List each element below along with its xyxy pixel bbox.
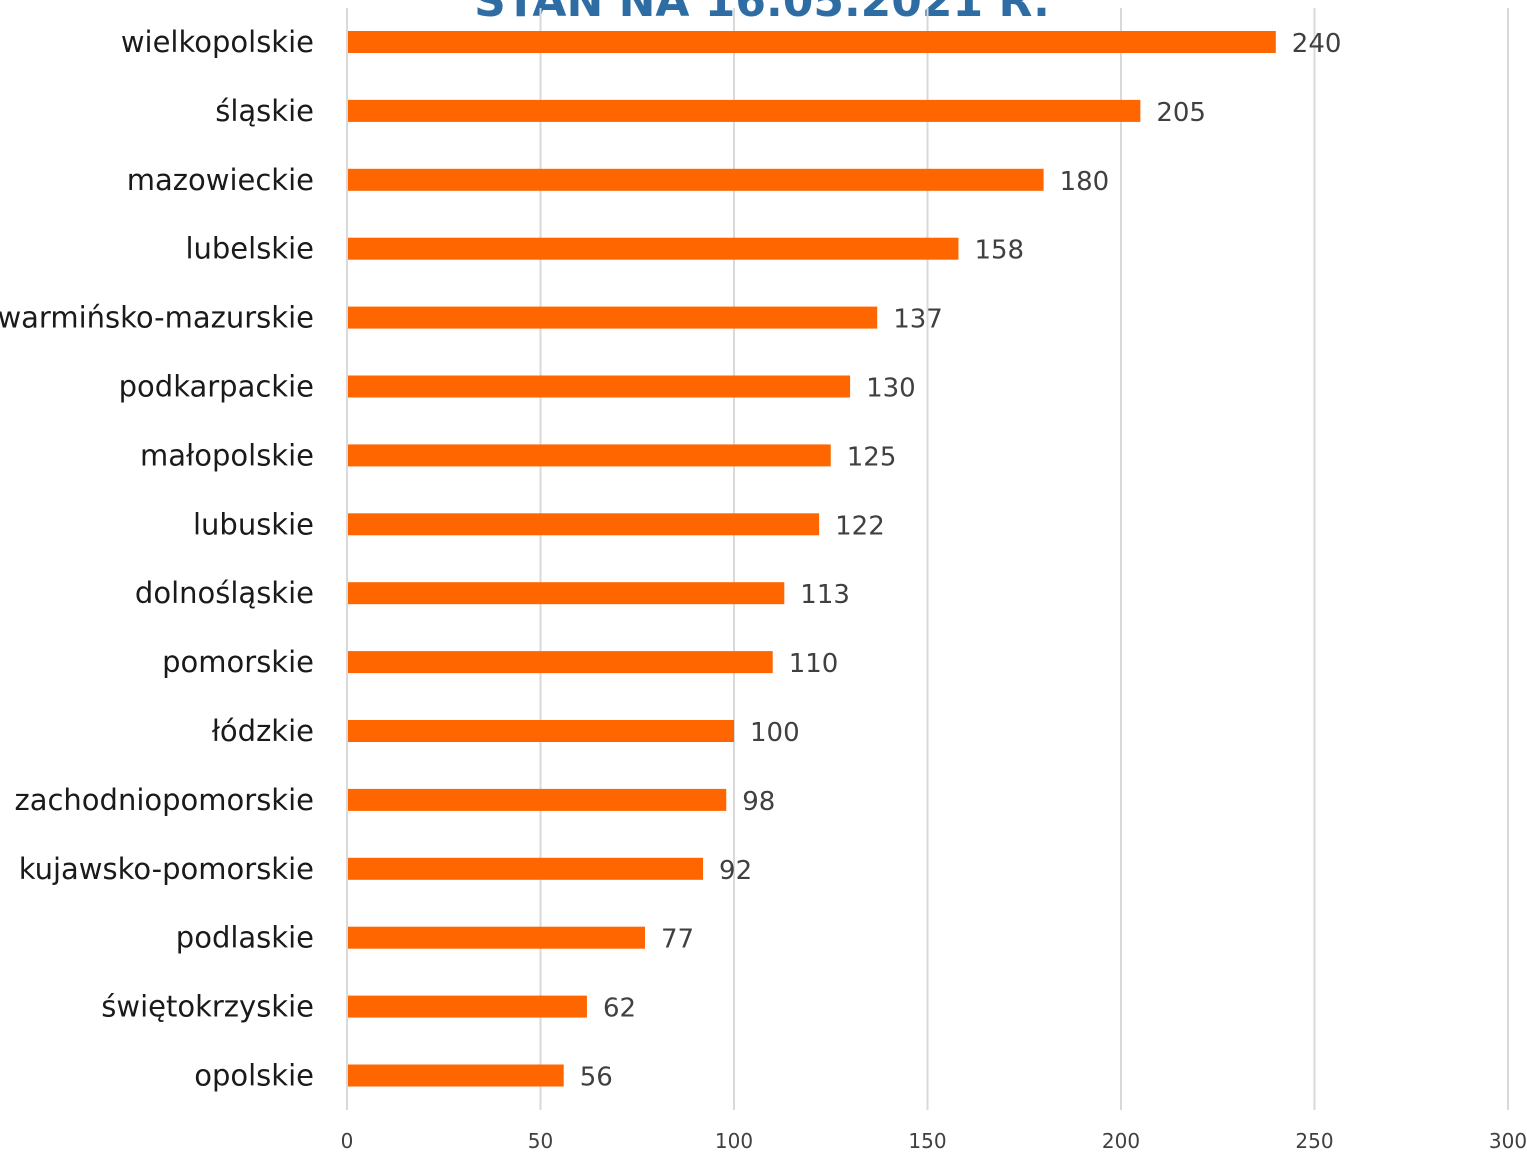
x-tick-label: 300 [1489, 1129, 1527, 1152]
bar [348, 375, 851, 398]
bar [348, 444, 831, 467]
x-tick-label: 50 [528, 1129, 553, 1152]
category-label: lubelskie [185, 232, 314, 266]
x-axis-ticks: 0 50 100 150 200 250 300 [341, 1129, 1527, 1152]
bar [348, 99, 1141, 122]
data-label: 113 [800, 580, 850, 610]
data-label: 62 [603, 994, 636, 1024]
data-label: 240 [1292, 29, 1342, 59]
category-label: wielkopolskie [121, 25, 314, 59]
bar [348, 582, 785, 605]
bar [348, 995, 587, 1018]
data-label: 205 [1156, 98, 1206, 128]
gridlines [346, 8, 1509, 1110]
x-tick-label: 250 [1295, 1129, 1333, 1152]
value-labels: 240 205 180 158 137 130 125 122 113 110 100 98 92 77 6… [580, 29, 1342, 1093]
category-label: kujawsko-pomorskie [19, 852, 314, 886]
bar [348, 857, 704, 880]
category-label: mazowieckie [127, 163, 314, 197]
x-tick-label: 150 [908, 1129, 946, 1152]
bar [348, 720, 734, 742]
category-label: pomorskie [162, 645, 314, 679]
data-label: 130 [866, 374, 916, 404]
category-label: zachodniopomorskie [14, 783, 314, 817]
data-label: 122 [835, 511, 885, 541]
bar [348, 788, 727, 811]
chart-title: STAN NA 16.05.2021 R. [474, 0, 1050, 27]
x-tick-label: 200 [1102, 1129, 1140, 1152]
category-label: opolskie [194, 1059, 314, 1093]
x-tick-label: 0 [341, 1129, 354, 1152]
category-label: podlaskie [176, 921, 314, 955]
data-label: 137 [893, 305, 943, 335]
bar [348, 926, 645, 949]
data-label: 125 [847, 442, 897, 472]
data-label: 110 [789, 649, 839, 679]
bar [348, 651, 773, 674]
category-label: śląskie [215, 94, 314, 128]
bar [348, 1064, 564, 1087]
category-label: dolnośląskie [135, 576, 314, 610]
category-label: podkarpackie [119, 370, 314, 404]
bar [348, 513, 820, 536]
bar [348, 237, 959, 260]
data-label: 77 [661, 925, 694, 955]
data-label: 56 [580, 1063, 613, 1093]
data-label: 180 [1060, 167, 1110, 197]
x-tick-label: 100 [715, 1129, 753, 1152]
data-label: 98 [742, 787, 775, 817]
category-label: świętokrzyskie [101, 990, 314, 1024]
bar [348, 306, 878, 329]
category-label: małopolskie [140, 438, 314, 472]
category-label: warmińsko-mazurskie [0, 301, 314, 335]
data-label: 158 [974, 236, 1024, 266]
bar [348, 168, 1044, 191]
category-label: łódzkie [212, 714, 314, 748]
bar [348, 31, 1276, 53]
data-label: 100 [750, 718, 800, 748]
category-label: lubuskie [193, 507, 314, 541]
data-label: 92 [719, 856, 752, 886]
category-labels: wielkopolskie śląskie mazowieckie lubelskie… [0, 25, 314, 1093]
bars [348, 31, 1276, 1087]
